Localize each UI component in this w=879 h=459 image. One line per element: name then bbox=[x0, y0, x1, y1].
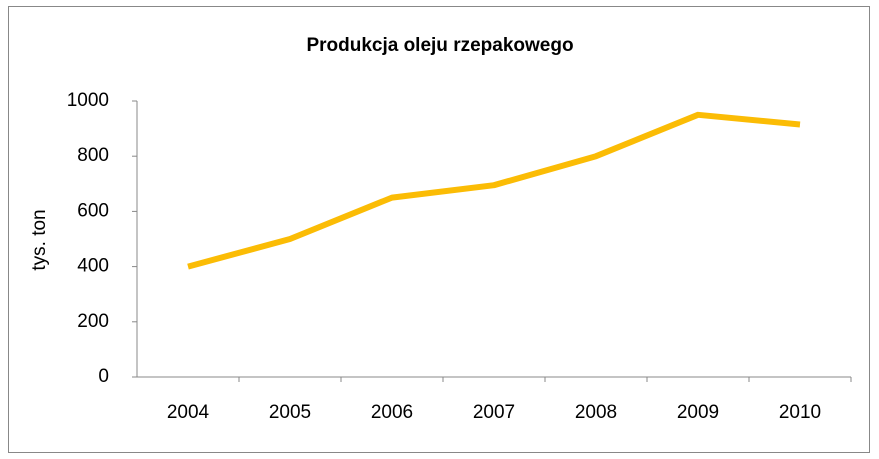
x-tick-label: 2004 bbox=[167, 402, 210, 423]
y-tick-label: 400 bbox=[77, 256, 109, 277]
x-tick-label: 2005 bbox=[269, 402, 311, 423]
x-tick-label: 2006 bbox=[371, 402, 413, 423]
y-tick-label: 600 bbox=[77, 200, 109, 221]
x-tick-label: 2008 bbox=[575, 402, 617, 423]
y-tick-label: 200 bbox=[77, 311, 109, 332]
x-tick-label: 2010 bbox=[779, 402, 821, 423]
y-tick-label: 0 bbox=[98, 366, 109, 387]
line-series bbox=[187, 111, 801, 270]
y-tick-label: 800 bbox=[77, 145, 109, 166]
x-tick-label: 2009 bbox=[677, 402, 719, 423]
y-tick-label: 1000 bbox=[67, 90, 109, 111]
y-axis-label: tys. ton bbox=[29, 209, 50, 270]
chart-title: Produkcja oleju rzepakowego bbox=[306, 35, 573, 56]
x-tick-label: 2007 bbox=[473, 402, 515, 423]
chart-frame bbox=[8, 6, 870, 453]
